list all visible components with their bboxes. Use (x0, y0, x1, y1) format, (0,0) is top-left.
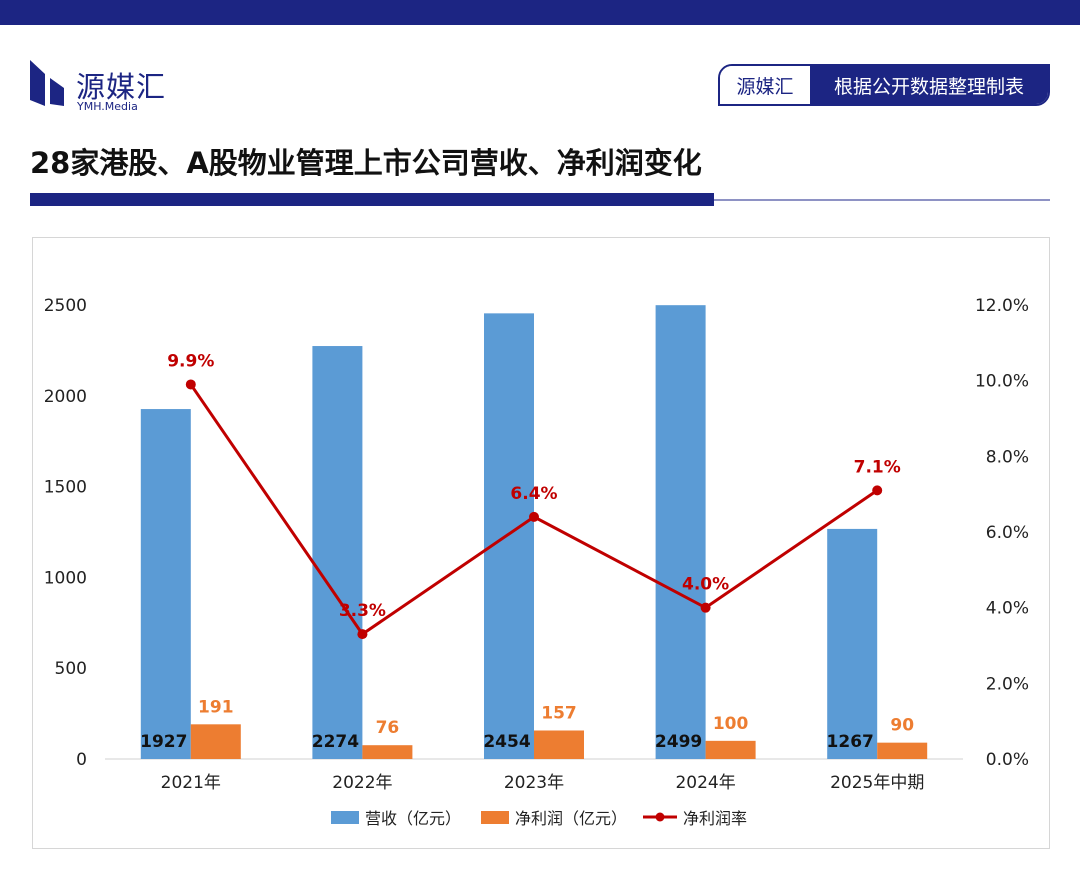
logo-name: 源媒汇 (76, 70, 167, 104)
source-brand: 源媒汇 (720, 66, 810, 104)
revenue-bar (484, 313, 534, 759)
logo-subtitle: YMH.Media (77, 100, 138, 113)
y-right-tick-label: 12.0% (975, 296, 1029, 316)
profit-value-label: 90 (890, 716, 914, 736)
profit-bar (534, 730, 584, 759)
combo-chart: 0 500 1000 1500 2000 2500 0.0% 2.0% 4.0% 6.0% 8.0%… (44, 296, 1029, 828)
y-right-tick-label: 10.0% (975, 372, 1029, 392)
profit-value-label: 76 (376, 718, 400, 738)
margin-value-label: 7.1% (854, 457, 901, 477)
profit-bar (877, 742, 928, 759)
y-right-tick-label: 4.0% (986, 599, 1029, 619)
margin-value-label: 9.9% (167, 351, 214, 371)
legend-revenue-swatch (331, 811, 359, 824)
margin-point (357, 629, 368, 640)
margin-point (700, 602, 711, 613)
revenue-value-label: 2499 (655, 732, 702, 752)
profit-bar (705, 740, 756, 759)
y-left-tick-label: 1000 (44, 568, 87, 588)
x-category-label: 2021年 (161, 773, 221, 793)
y-left-tick-label: 1500 (44, 478, 87, 498)
page-title: 28家港股、A股物业管理上市公司营收、净利润变化 (30, 146, 702, 180)
x-category-label: 2023年 (504, 773, 564, 793)
profit-value-label: 100 (713, 714, 749, 734)
revenue-value-label: 2274 (312, 732, 359, 752)
revenue-value-label: 2454 (483, 732, 530, 752)
y-right-tick-label: 0.0% (986, 750, 1029, 770)
profit-bar (190, 724, 241, 759)
profit-bar (362, 745, 413, 759)
top-banner (0, 0, 1080, 25)
revenue-bar (655, 305, 706, 759)
revenue-bar (827, 528, 878, 759)
legend-margin-label: 净利润率 (683, 809, 747, 828)
margin-value-label: 4.0% (682, 575, 729, 595)
y-right-tick-label: 6.0% (986, 523, 1029, 543)
title-underline (30, 193, 714, 206)
y-right-tick-label: 2.0% (986, 674, 1029, 694)
revenue-value-label: 1267 (827, 732, 874, 752)
profit-value-label: 157 (541, 703, 577, 723)
margin-value-label: 6.4% (510, 484, 557, 504)
y-left-tick-label: 2000 (44, 387, 87, 407)
x-category-label: 2024年 (675, 773, 735, 793)
margin-point (185, 379, 196, 390)
revenue-value-label: 1927 (140, 732, 187, 752)
y-left-tick-label: 2500 (44, 296, 87, 316)
margin-point (872, 485, 883, 496)
margin-value-label: 3.3% (339, 601, 386, 621)
profit-value-label: 191 (198, 697, 234, 717)
chart-frame: 0 500 1000 1500 2000 2500 0.0% 2.0% 4.0% 6.0% 8.0%… (32, 237, 1050, 849)
revenue-bar (312, 346, 363, 759)
logo-mark-icon (30, 60, 64, 106)
legend-margin-marker (655, 812, 665, 822)
legend-revenue-label: 营收（亿元） (365, 809, 461, 828)
y-left-tick-label: 500 (55, 659, 87, 679)
x-category-label: 2022年 (332, 773, 392, 793)
y-right-tick-label: 8.0% (986, 447, 1029, 467)
legend-profit-label: 净利润（亿元） (515, 809, 627, 828)
source-description: 根据公开数据整理制表 (810, 66, 1048, 104)
legend-profit-swatch (481, 811, 509, 824)
title-underline-thin (714, 199, 1050, 201)
source-badge: 源媒汇 根据公开数据整理制表 (718, 64, 1050, 106)
y-left-tick-label: 0 (76, 750, 87, 770)
revenue-bar (140, 409, 191, 759)
margin-point (529, 511, 539, 522)
x-category-label: 2025年中期 (830, 773, 924, 793)
